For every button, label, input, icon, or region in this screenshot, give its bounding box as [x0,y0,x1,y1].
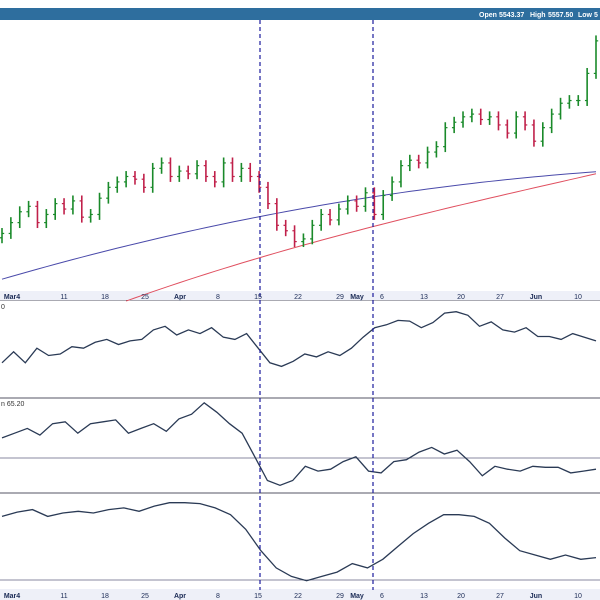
bottom-axis-tick-8: 29 [336,593,344,600]
price-axis-tick-4: Apr [174,294,186,301]
price-axis-tick-5: 8 [216,294,220,301]
price-axis-tick-3: 25 [141,294,149,301]
event-markers [259,20,374,590]
high-value: 5557.50 [548,12,573,19]
panel2-label: 0 [1,304,5,311]
price-date-axis [0,291,600,300]
price-axis-tick-6: 15 [254,294,262,301]
panel3-label: n 65.20 [1,401,24,408]
price-axis-tick-13: 27 [496,294,504,301]
price-axis-tick-12: 20 [457,294,465,301]
price-axis-tick-1: 11 [60,294,67,301]
panel3-indicator-line [1,401,597,486]
price-axis-tick-2: 18 [101,294,109,301]
bottom-axis-tick-4: Apr [174,593,186,600]
bottom-axis-tick-3: 25 [141,593,149,600]
bottom-axis-tick-2: 18 [101,593,109,600]
price-axis-tick-15: 10 [574,294,582,301]
low-value: 5 [594,12,598,19]
bottom-axis-tick-15: 10 [574,593,582,600]
chart-header-bar [0,8,600,20]
bottom-axis-tick-1: 11 [60,593,67,600]
panel2-indicator-line [1,311,597,368]
low-label: Low [578,12,593,19]
bottom-date-axis [0,589,600,600]
bottom-axis-tick-10: 6 [380,593,384,600]
open-label: Open [479,12,497,19]
high-label: High [530,12,546,19]
price-axis-tick-8: 29 [336,294,344,301]
bottom-axis-tick-7: 22 [294,593,302,600]
price-axis-tick-10: 6 [380,294,384,301]
bottom-axis-tick-5: 8 [216,593,220,600]
fast-moving-average-line [1,171,597,280]
bottom-axis-tick-13: 27 [496,593,504,600]
bottom-axis-tick-6: 15 [254,593,262,600]
moving-averages [1,171,597,302]
ohlc-bars [0,35,599,248]
price-axis-tick-11: 13 [420,294,428,301]
price-axis-tick-7: 22 [294,294,302,301]
bottom-axis-tick-14: Jun [530,593,542,600]
bottom-axis-tick-11: 13 [420,593,428,600]
price-axis-tick-14: Jun [530,294,542,301]
bottom-axis-tick-9: May [350,593,364,600]
price-axis-tick-0: Mar4 [4,294,20,301]
bottom-axis-tick-12: 20 [457,593,465,600]
bottom-axis-tick-0: Mar4 [4,593,20,600]
price-axis-tick-9: May [350,294,364,301]
date-axis-labels: Mar4 Mar4 11 11 18 18 25 25 Apr Apr 8 8 15 15 22 22 29 29… [4,294,582,600]
open-value: 5543.37 [499,12,524,19]
panel4-indicator-line [1,502,597,582]
slow-moving-average-line [125,173,597,302]
indicator-lines [1,311,597,582]
